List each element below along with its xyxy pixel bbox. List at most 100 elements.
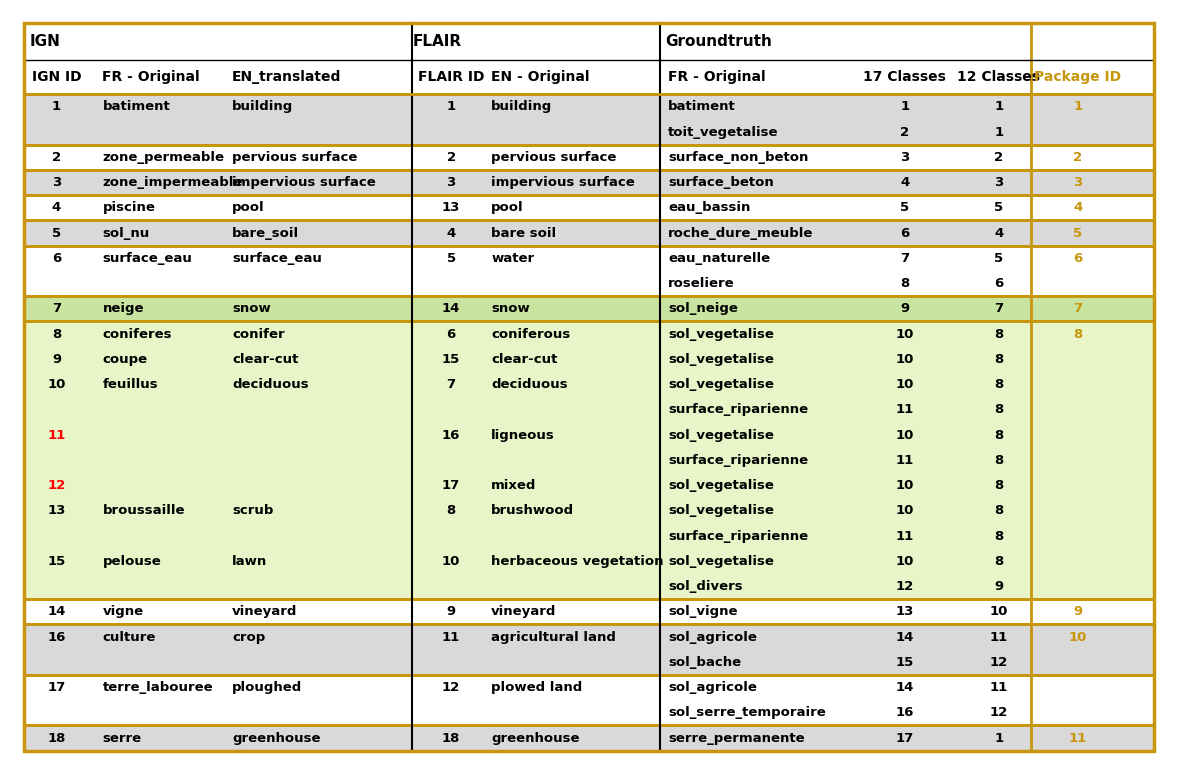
Text: 6: 6 xyxy=(446,328,456,341)
Text: roche_dure_meuble: roche_dure_meuble xyxy=(668,227,813,240)
Text: 4: 4 xyxy=(1073,201,1083,214)
Bar xyxy=(24,246,1154,271)
Text: 9: 9 xyxy=(900,303,909,316)
Text: 17: 17 xyxy=(895,732,914,745)
Text: vineyard: vineyard xyxy=(232,605,297,618)
Text: 5: 5 xyxy=(994,252,1004,265)
Text: 8: 8 xyxy=(994,479,1004,492)
Text: 10: 10 xyxy=(990,605,1008,618)
Text: building: building xyxy=(491,100,552,113)
Text: 3: 3 xyxy=(900,151,909,164)
Text: 1: 1 xyxy=(994,732,1004,745)
Text: building: building xyxy=(232,100,293,113)
Text: greenhouse: greenhouse xyxy=(491,732,580,745)
Text: pelouse: pelouse xyxy=(102,555,161,568)
Text: zone_permeable: zone_permeable xyxy=(102,151,225,164)
Text: 8: 8 xyxy=(994,555,1004,568)
Text: serre_permanente: serre_permanente xyxy=(668,732,805,745)
Text: 10: 10 xyxy=(895,479,914,492)
Text: 1: 1 xyxy=(52,100,61,113)
Text: Groundtruth: Groundtruth xyxy=(666,34,773,49)
Text: 11: 11 xyxy=(1068,732,1087,745)
Text: 10: 10 xyxy=(895,328,914,341)
Text: 8: 8 xyxy=(994,453,1004,466)
Text: 8: 8 xyxy=(994,504,1004,517)
Text: 4: 4 xyxy=(52,201,61,214)
Text: 8: 8 xyxy=(1073,328,1083,341)
Text: pool: pool xyxy=(491,201,524,214)
Text: 1: 1 xyxy=(994,126,1004,139)
Text: pervious surface: pervious surface xyxy=(232,151,357,164)
Bar xyxy=(24,675,1154,700)
Text: coniferes: coniferes xyxy=(102,328,172,341)
Text: water: water xyxy=(491,252,535,265)
Text: 9: 9 xyxy=(994,580,1004,593)
Text: sol_vegetalise: sol_vegetalise xyxy=(668,504,774,517)
Text: sol_vegetalise: sol_vegetalise xyxy=(668,428,774,441)
Text: 8: 8 xyxy=(994,328,1004,341)
Text: herbaceous vegetation: herbaceous vegetation xyxy=(491,555,663,568)
Text: 2: 2 xyxy=(52,151,61,164)
Bar xyxy=(24,624,1154,675)
Bar xyxy=(24,700,1154,725)
Text: 6: 6 xyxy=(900,227,909,240)
Bar xyxy=(24,498,1154,523)
Text: sol_serre_temporaire: sol_serre_temporaire xyxy=(668,706,826,719)
Bar xyxy=(24,624,1154,650)
Text: 9: 9 xyxy=(446,605,456,618)
Bar xyxy=(24,473,1154,498)
Bar xyxy=(24,523,1154,548)
Text: 14: 14 xyxy=(895,630,914,643)
Bar xyxy=(24,725,1154,751)
Text: 5: 5 xyxy=(900,201,909,214)
Text: feuillus: feuillus xyxy=(102,378,158,391)
Text: sol_vegetalise: sol_vegetalise xyxy=(668,328,774,341)
Bar xyxy=(24,574,1154,599)
Text: sol_divers: sol_divers xyxy=(668,580,742,593)
Text: 10: 10 xyxy=(47,378,66,391)
Text: vineyard: vineyard xyxy=(491,605,556,618)
Text: surface_riparienne: surface_riparienne xyxy=(668,404,808,417)
Text: mixed: mixed xyxy=(491,479,537,492)
Text: impervious surface: impervious surface xyxy=(491,176,635,189)
Text: serre: serre xyxy=(102,732,141,745)
Bar xyxy=(24,94,1154,145)
Text: sol_neige: sol_neige xyxy=(668,303,737,316)
Text: batiment: batiment xyxy=(102,100,171,113)
Text: 8: 8 xyxy=(994,529,1004,542)
Text: 4: 4 xyxy=(446,227,456,240)
Text: sol_agricole: sol_agricole xyxy=(668,681,756,694)
Text: 17: 17 xyxy=(442,479,461,492)
Text: pervious surface: pervious surface xyxy=(491,151,616,164)
Text: 8: 8 xyxy=(994,404,1004,417)
Text: plowed land: plowed land xyxy=(491,681,582,694)
Text: piscine: piscine xyxy=(102,201,155,214)
Text: 7: 7 xyxy=(52,303,61,316)
Text: clear-cut: clear-cut xyxy=(491,353,557,366)
Text: coupe: coupe xyxy=(102,353,147,366)
Bar xyxy=(24,347,1154,372)
Text: 1: 1 xyxy=(900,100,909,113)
Text: 5: 5 xyxy=(446,252,456,265)
Text: crop: crop xyxy=(232,630,265,643)
Text: EN - Original: EN - Original xyxy=(491,70,590,84)
Text: 2: 2 xyxy=(900,126,909,139)
Text: 3: 3 xyxy=(994,176,1004,189)
Text: neige: neige xyxy=(102,303,144,316)
Bar xyxy=(24,423,1154,447)
Text: 3: 3 xyxy=(52,176,61,189)
Text: impervious surface: impervious surface xyxy=(232,176,376,189)
Bar xyxy=(24,447,1154,473)
Text: 15: 15 xyxy=(442,353,461,366)
Bar xyxy=(24,246,1154,296)
Text: 14: 14 xyxy=(442,303,461,316)
Bar xyxy=(24,271,1154,296)
Text: IGN: IGN xyxy=(29,34,60,49)
Text: 2: 2 xyxy=(1073,151,1083,164)
Text: 14: 14 xyxy=(47,605,66,618)
Text: 13: 13 xyxy=(47,504,66,517)
Bar xyxy=(24,296,1154,322)
Text: 11: 11 xyxy=(442,630,461,643)
Text: deciduous: deciduous xyxy=(491,378,568,391)
Text: pool: pool xyxy=(232,201,265,214)
